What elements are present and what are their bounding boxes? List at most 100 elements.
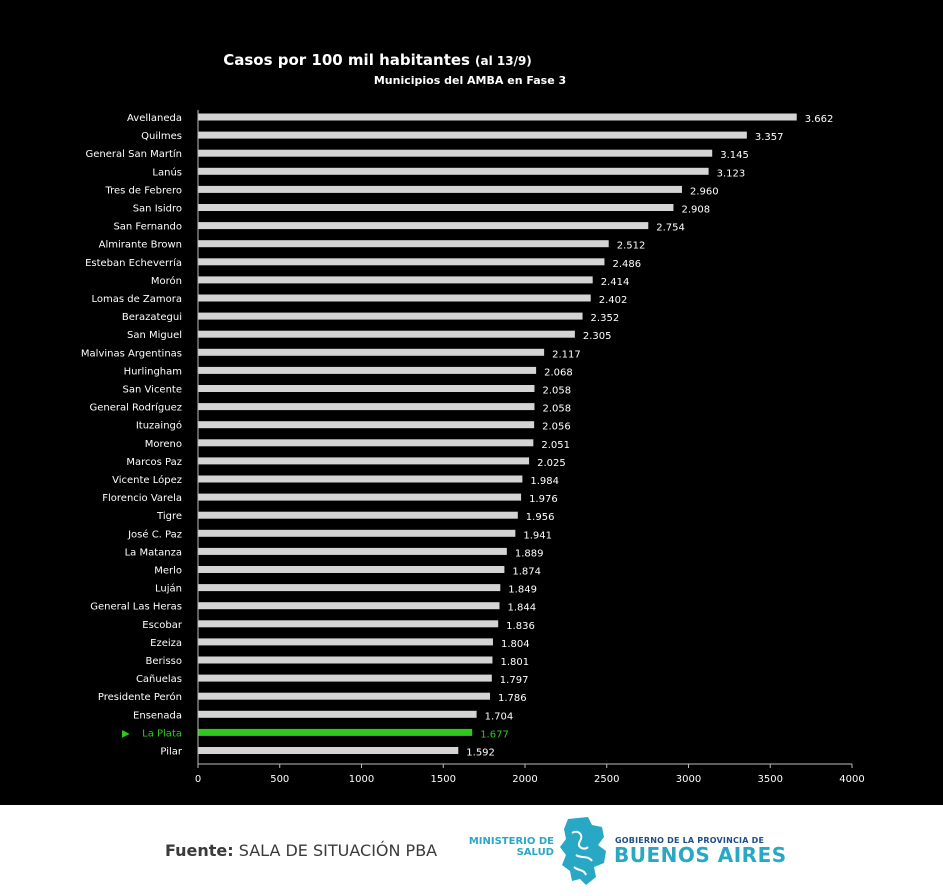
data-label: 2.414 [601, 277, 630, 288]
bar [198, 403, 535, 411]
footer [0, 805, 943, 896]
category-label: General Rodríguez [89, 402, 182, 414]
bar [198, 529, 516, 537]
category-label: General San Martín [86, 148, 182, 160]
data-label: 1.874 [512, 567, 541, 578]
category-label: José C. Paz [127, 528, 182, 540]
category-label: Ensenada [133, 710, 182, 721]
bar [198, 493, 522, 501]
category-label: Lanús [152, 166, 182, 178]
category-label: Esteban Echeverría [85, 257, 182, 269]
category-label: Escobar [142, 620, 183, 631]
data-label: 3.123 [717, 168, 746, 179]
data-label: 1.844 [507, 603, 536, 614]
bar [198, 385, 535, 392]
x-tick-label: 500 [270, 774, 289, 785]
data-label: 2.068 [544, 367, 573, 378]
data-label: 2.051 [541, 440, 570, 451]
ministerio-salud-logo: MINISTERIO DE SALUD [468, 836, 554, 858]
category-label: Tres de Febrero [104, 185, 182, 196]
gobierno-text: GOBIERNO DE LA PROVINCIA DE [615, 836, 765, 845]
bar [198, 656, 493, 664]
category-label: La Plata [142, 728, 182, 739]
x-tick-label: 4000 [839, 774, 864, 785]
data-label: 3.145 [720, 150, 749, 161]
data-label: 2.058 [542, 386, 571, 397]
bar [198, 566, 505, 573]
data-label: 1.797 [500, 675, 529, 686]
bar [198, 204, 674, 211]
data-label: 3.357 [755, 132, 784, 143]
data-label: 1.836 [506, 621, 535, 632]
bar [198, 330, 575, 338]
category-label: Morón [151, 275, 182, 287]
x-tick-label: 2500 [594, 774, 619, 785]
buenos-aires-text: BUENOS AIRES [614, 843, 787, 867]
data-label: 2.486 [612, 259, 641, 270]
bar [198, 692, 491, 700]
data-label: 1.704 [485, 711, 514, 722]
data-label: 1.889 [515, 548, 544, 559]
bar [198, 457, 530, 465]
category-label: Merlo [154, 566, 182, 577]
category-label: Cañuelas [136, 674, 182, 685]
data-label: 2.754 [656, 223, 685, 234]
data-label: 2.056 [542, 422, 571, 433]
bar [198, 113, 797, 121]
bar [198, 149, 713, 157]
data-label: 1.804 [501, 639, 530, 650]
data-label: 2.512 [617, 241, 646, 252]
highlight-marker: ▶ [122, 728, 130, 739]
category-label: Almirante Brown [99, 240, 182, 251]
category-label: San Vicente [123, 385, 182, 396]
bar [198, 475, 523, 483]
bar [198, 638, 493, 646]
category-label: Quilmes [141, 131, 182, 142]
bar [198, 710, 477, 718]
bar [198, 728, 473, 736]
x-tick-label: 1500 [431, 774, 456, 785]
bar [198, 602, 500, 610]
data-label: 2.352 [591, 313, 620, 324]
category-label: Avellaneda [127, 113, 182, 124]
category-label: San Fernando [113, 222, 182, 233]
x-tick-label: 0 [195, 774, 201, 785]
bar [198, 674, 492, 682]
bar [198, 511, 518, 519]
bar [198, 421, 535, 429]
bar [198, 747, 459, 754]
bar [198, 240, 609, 248]
data-label: 2.025 [537, 458, 566, 469]
category-label: Presidente Perón [98, 691, 182, 703]
data-label: 2.908 [681, 205, 710, 216]
category-label: General Las Heras [90, 602, 182, 613]
source-text: SALA DE SITUACIÓN PBA [238, 841, 438, 860]
category-label: Marcos Paz [126, 457, 182, 468]
bar [198, 276, 593, 284]
category-label: Berazategui [122, 312, 182, 323]
province-map-icon [560, 817, 606, 885]
category-label: Pilar [160, 747, 182, 758]
category-label: Moreno [145, 439, 182, 450]
data-label: 1.984 [530, 476, 559, 487]
bars-layer: Avellaneda 3.662 Quilmes 3.357 General San M… [81, 113, 833, 759]
source-label: Fuente: [165, 841, 234, 860]
data-label: 1.786 [498, 693, 527, 704]
category-label: Berisso [146, 656, 182, 667]
data-label: 1.677 [480, 729, 509, 740]
bar [198, 348, 545, 356]
category-label: San Miguel [127, 330, 182, 341]
data-label: 1.801 [500, 657, 529, 668]
category-label: Ezeiza [150, 638, 182, 649]
category-label: Florencio Varela [102, 493, 182, 504]
bar-chart: Casos por 100 mil habitantes (al 13/9) M… [81, 51, 865, 785]
chart-area: Casos por 100 mil habitantes (al 13/9) M… [0, 0, 943, 805]
data-label: 1.941 [523, 530, 552, 541]
category-label: Hurlingham [124, 366, 182, 377]
category-label: Tigre [156, 511, 182, 522]
category-label: La Matanza [125, 547, 182, 558]
x-tick-label: 3000 [676, 774, 701, 785]
bar [198, 258, 605, 266]
data-label: 2.960 [690, 186, 719, 197]
category-label: Lomas de Zamora [91, 294, 182, 305]
